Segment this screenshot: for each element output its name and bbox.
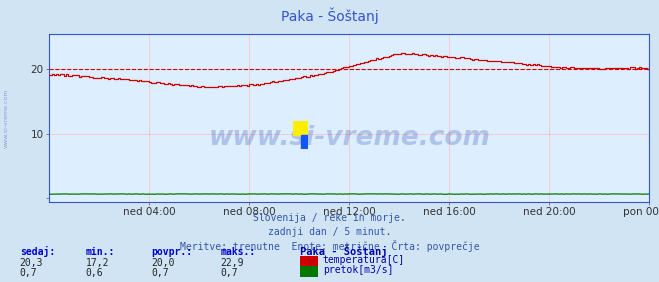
Text: zadnji dan / 5 minut.: zadnji dan / 5 minut.: [268, 227, 391, 237]
Text: Paka - Šoštanj: Paka - Šoštanj: [300, 245, 387, 257]
Text: 0,7: 0,7: [221, 268, 239, 278]
Text: Paka - Šoštanj: Paka - Šoštanj: [281, 7, 378, 24]
Text: pretok[m3/s]: pretok[m3/s]: [323, 265, 393, 275]
Text: www.si-vreme.com: www.si-vreme.com: [3, 89, 9, 148]
Text: sedaj:: sedaj:: [20, 246, 55, 257]
Text: min.:: min.:: [86, 247, 115, 257]
Text: 17,2: 17,2: [86, 258, 109, 268]
Text: 20,0: 20,0: [152, 258, 175, 268]
Text: Slovenija / reke in morje.: Slovenija / reke in morje.: [253, 213, 406, 223]
Text: www.si-vreme.com: www.si-vreme.com: [208, 125, 490, 151]
Text: maks.:: maks.:: [221, 247, 256, 257]
Text: povpr.:: povpr.:: [152, 247, 192, 257]
Bar: [301, 135, 308, 149]
Text: temperatura[C]: temperatura[C]: [323, 255, 405, 265]
Text: 22,9: 22,9: [221, 258, 244, 268]
Text: 0,7: 0,7: [152, 268, 169, 278]
Text: Meritve: trenutne  Enote: metrične  Črta: povprečje: Meritve: trenutne Enote: metrične Črta: …: [180, 240, 479, 252]
Text: 20,3: 20,3: [20, 258, 43, 268]
Bar: [293, 121, 308, 135]
Text: 0,7: 0,7: [20, 268, 38, 278]
Text: 0,6: 0,6: [86, 268, 103, 278]
